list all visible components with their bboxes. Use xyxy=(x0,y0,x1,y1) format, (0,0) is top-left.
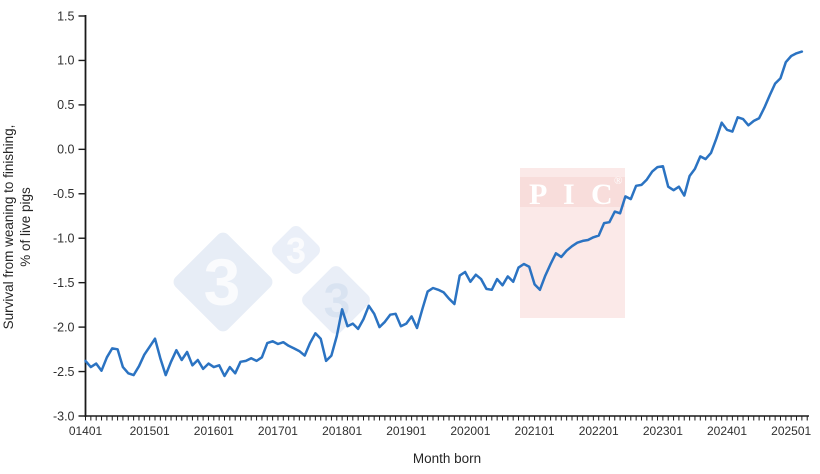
y-tick-label: -1.5 xyxy=(53,276,75,290)
y-axis-title-line2: % of live pigs xyxy=(18,187,33,267)
y-tick-label: 1.5 xyxy=(57,9,74,23)
y-tick-label: -3.0 xyxy=(53,409,75,423)
pig333-diamond-medium xyxy=(302,266,370,334)
x-tick-label: 202501 xyxy=(771,424,811,438)
watermarks: 3 33P I C ® xyxy=(173,168,625,334)
survival-data-line xyxy=(84,50,804,378)
pig333-three-large: 3 xyxy=(204,245,241,319)
pic-logo-band xyxy=(520,177,625,207)
x-tick-label: 202401 xyxy=(707,424,747,438)
x-tick-label: 201901 xyxy=(386,424,426,438)
pig333-diamond-small xyxy=(272,226,320,274)
y-tick-label: -2.5 xyxy=(53,365,75,379)
x-tick-label: 201601 xyxy=(194,424,234,438)
x-tick-label: 201501 xyxy=(130,424,170,438)
y-tick-label: -1.0 xyxy=(53,232,75,246)
y-axis-title-line1: Survival from weaning to finishing, xyxy=(1,125,16,330)
axes: 1.5 1.0 0.5 0.0 -0.5 -1.0 -1.5 -2.0 -2.5 -3.00140… xyxy=(53,9,812,438)
y-tick-label: 0.0 xyxy=(57,143,74,157)
y-tick-label: 0.5 xyxy=(57,98,74,112)
x-tick-label: 202201 xyxy=(579,424,619,438)
pic-registered-icon: ® xyxy=(614,175,622,187)
y-tick-label: -2.0 xyxy=(53,320,75,334)
x-tick-label: 201701 xyxy=(258,424,298,438)
x-tick-label: 01401 xyxy=(69,424,103,438)
pig333-three-small: 3 xyxy=(286,230,306,271)
x-axis-title: Month born xyxy=(413,451,481,466)
y-tick-label: 1.0 xyxy=(57,54,74,68)
x-tick-label: 201801 xyxy=(322,424,362,438)
y-tick-label: -0.5 xyxy=(53,187,75,201)
x-tick-label: 202101 xyxy=(515,424,555,438)
pig333-diamond-large xyxy=(173,232,273,332)
x-tick-label: 202301 xyxy=(643,424,683,438)
x-tick-label: 202001 xyxy=(450,424,490,438)
